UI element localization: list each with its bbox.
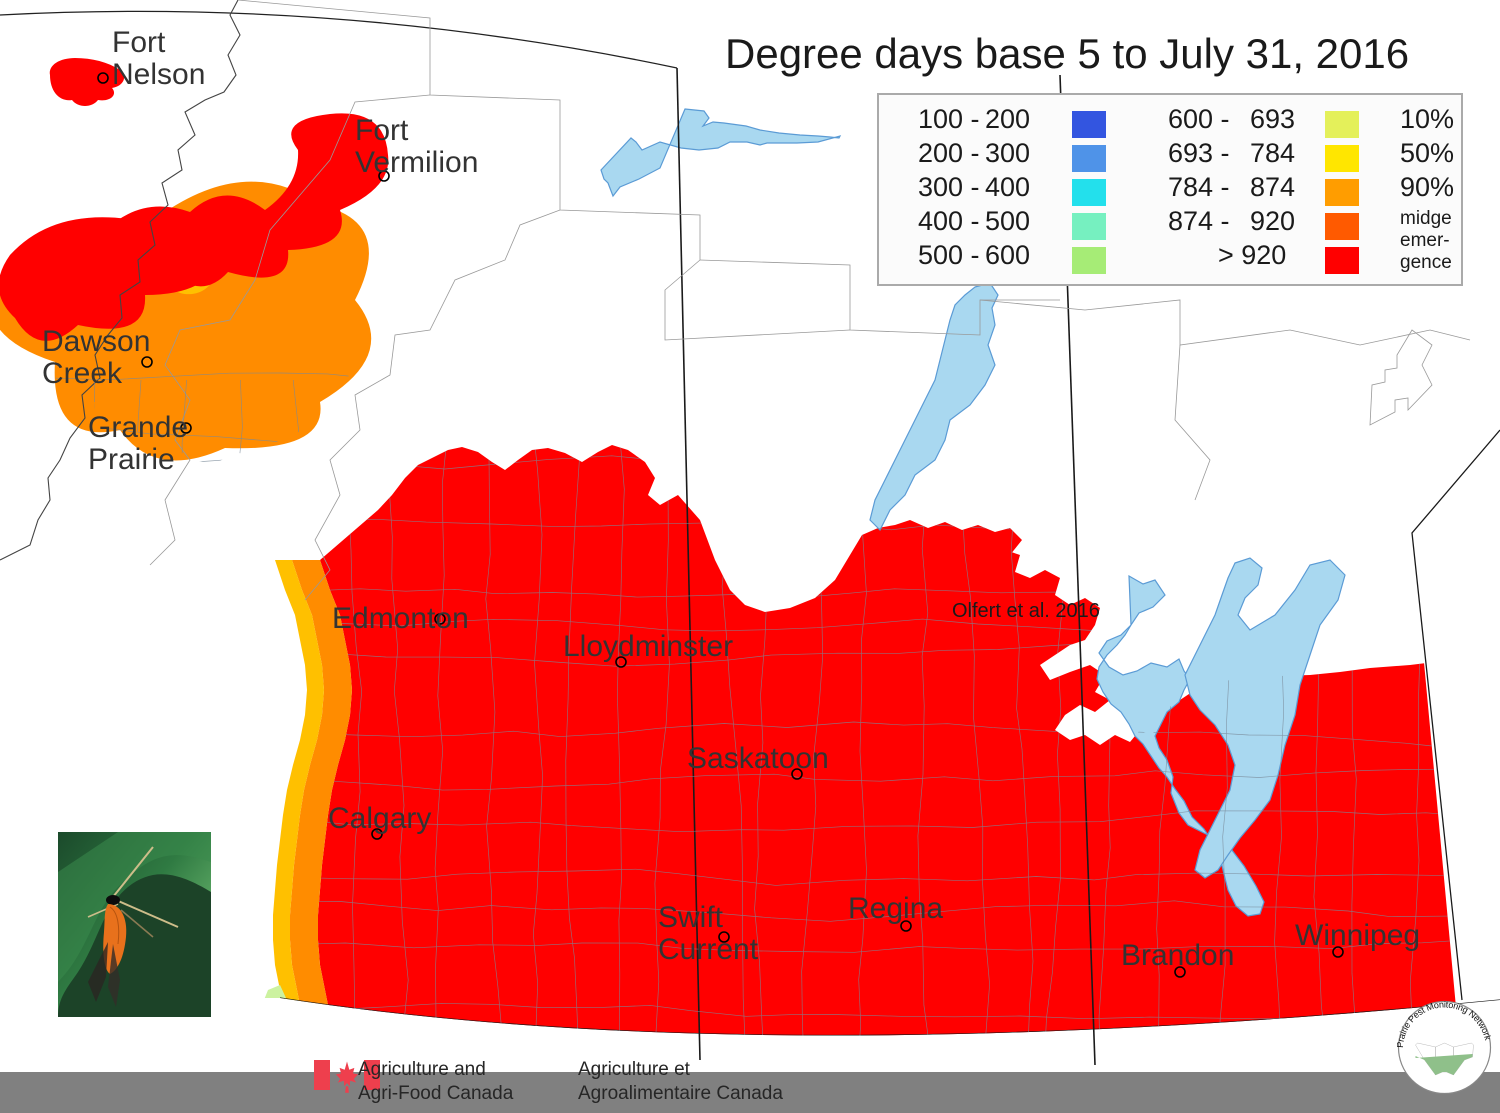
svg-text:Swift: Swift xyxy=(658,901,724,934)
svg-text:Creek: Creek xyxy=(42,357,123,390)
svg-text:> 920: > 920 xyxy=(1218,240,1286,270)
svg-text:10%: 10% xyxy=(1400,104,1454,134)
svg-text:Vermilion: Vermilion xyxy=(355,146,478,179)
svg-text:Lloydminster: Lloydminster xyxy=(563,630,733,663)
svg-text:300 -: 300 - xyxy=(918,172,980,202)
svg-text:Nelson: Nelson xyxy=(112,58,205,91)
svg-text:50%: 50% xyxy=(1400,138,1454,168)
svg-text:Winnipeg: Winnipeg xyxy=(1295,919,1420,952)
svg-text:Dawson: Dawson xyxy=(42,325,150,358)
svg-text:200: 200 xyxy=(985,104,1030,134)
svg-text:gence: gence xyxy=(1400,252,1452,273)
svg-text:90%: 90% xyxy=(1400,172,1454,202)
svg-text:Regina: Regina xyxy=(848,892,943,925)
svg-text:Olfert et al. 2016: Olfert et al. 2016 xyxy=(952,600,1100,622)
svg-text:600 -: 600 - xyxy=(1168,104,1230,134)
svg-text:Edmonton: Edmonton xyxy=(332,602,469,635)
svg-text:920: 920 xyxy=(1250,206,1295,236)
svg-text:400 -: 400 - xyxy=(918,206,980,236)
svg-text:Grande: Grande xyxy=(88,411,188,444)
svg-text:400: 400 xyxy=(985,172,1030,202)
svg-text:Saskatoon: Saskatoon xyxy=(687,742,829,775)
svg-text:Brandon: Brandon xyxy=(1121,939,1234,972)
svg-text:midge: midge xyxy=(1400,208,1452,229)
svg-text:874: 874 xyxy=(1250,172,1295,202)
svg-text:693: 693 xyxy=(1250,104,1295,134)
svg-text:Degree days base 5 to July 31,: Degree days base 5 to July 31, 2016 xyxy=(725,30,1409,77)
svg-text:200 -: 200 - xyxy=(918,138,980,168)
svg-text:600: 600 xyxy=(985,240,1030,270)
svg-text:Calgary: Calgary xyxy=(328,802,431,835)
svg-text:300: 300 xyxy=(985,138,1030,168)
svg-text:784 -: 784 - xyxy=(1168,172,1230,202)
svg-text:Prairie: Prairie xyxy=(88,443,175,476)
svg-text:emer-: emer- xyxy=(1400,230,1450,251)
svg-text:Fort: Fort xyxy=(112,26,166,59)
svg-text:500 -: 500 - xyxy=(918,240,980,270)
svg-text:Fort: Fort xyxy=(355,114,409,147)
svg-text:693 -: 693 - xyxy=(1168,138,1230,168)
svg-text:784: 784 xyxy=(1250,138,1295,168)
svg-text:874 -: 874 - xyxy=(1168,206,1230,236)
svg-text:500: 500 xyxy=(985,206,1030,236)
svg-text:Current: Current xyxy=(658,933,759,966)
svg-text:100 -: 100 - xyxy=(918,104,980,134)
